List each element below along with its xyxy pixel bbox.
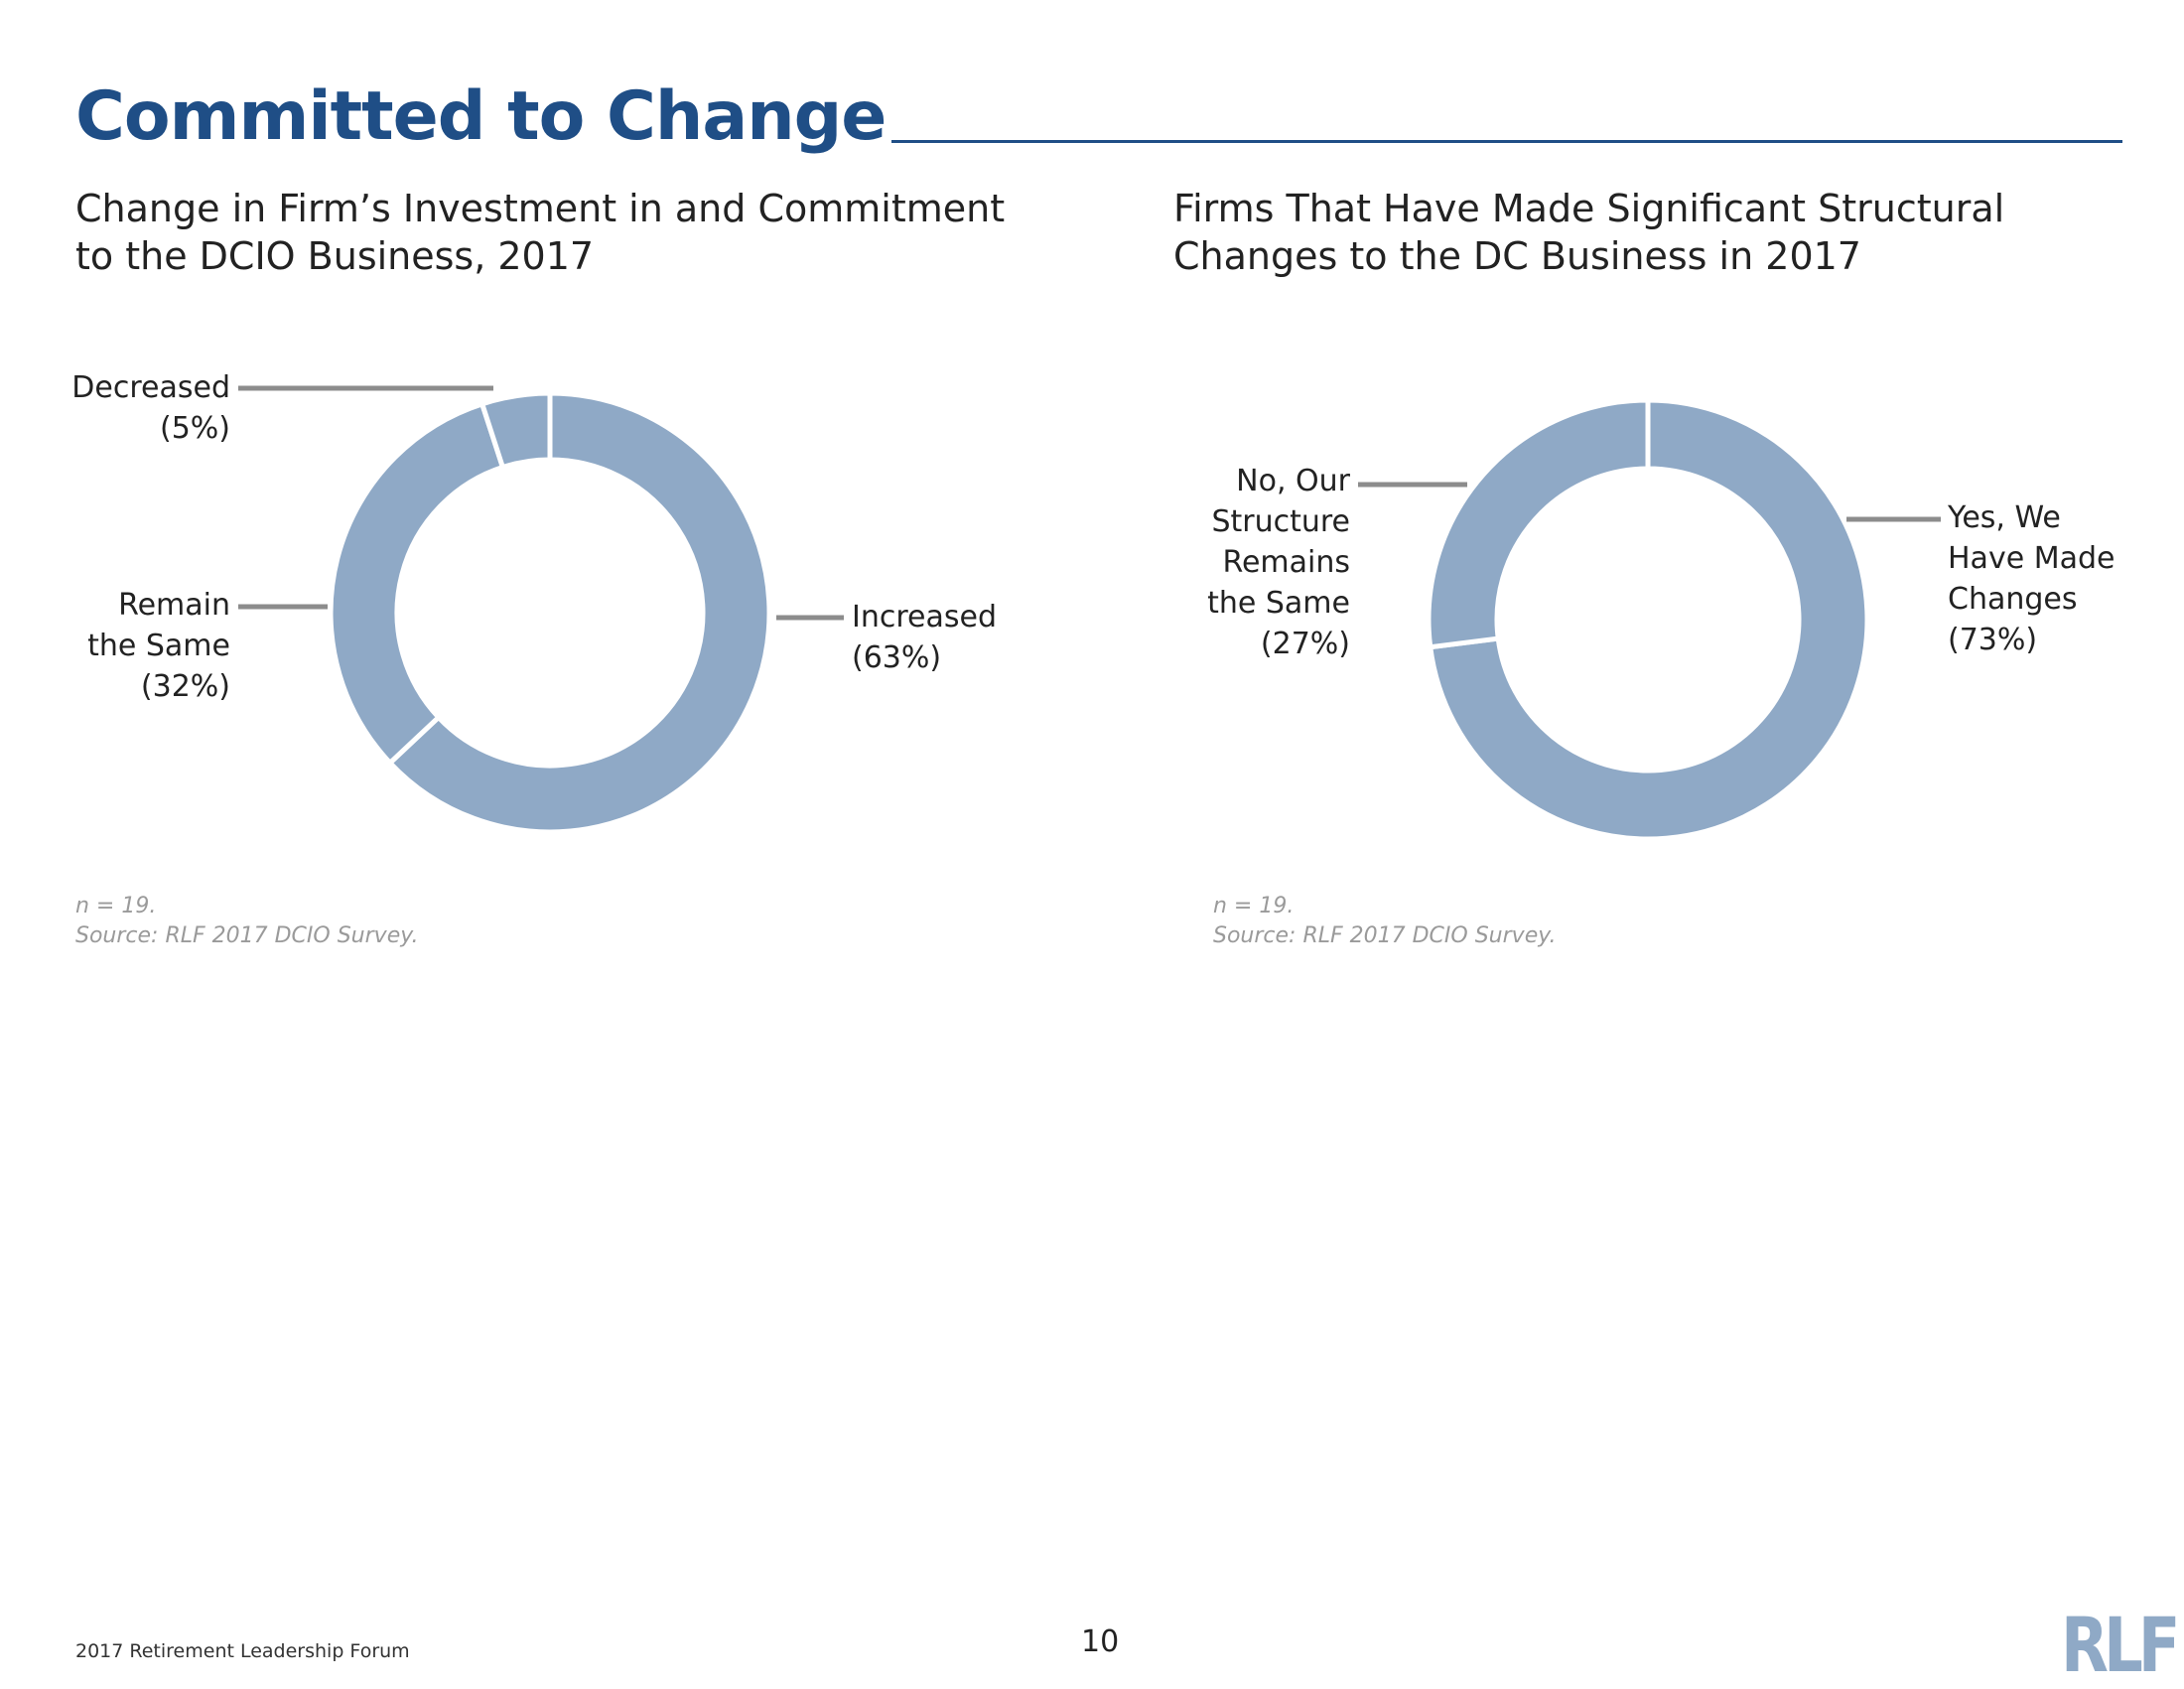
- chart-2-data-label-1: Yes, We Have Made Changes (73%): [1947, 500, 2115, 657]
- chart-1-slice-1: [386, 390, 772, 835]
- chart-1-data-label-1: Increased (63%): [852, 600, 997, 675]
- chart-1-sample-note: n = 19.: [75, 894, 157, 918]
- chart-1-slice-2: [328, 400, 506, 767]
- chart-1-data-label-2: Remain the Same (32%): [87, 588, 230, 704]
- chart-1-notes: n = 19. Source: RLF 2017 DCIO Survey.: [75, 892, 419, 951]
- chart-2-data-label-2: No, Our Structure Remains the Same (27%): [1207, 464, 1351, 661]
- page-title: Committed to Change: [75, 77, 892, 156]
- chart-2-title: Firms That Have Made Significant Structu…: [1173, 187, 2005, 278]
- page-title-row: Committed to Change: [75, 77, 2122, 157]
- chart-2-slice-2: [1426, 397, 1651, 650]
- chart-2-slice-1: [1427, 397, 1870, 842]
- footer-text: 2017 Retirement Leadership Forum: [75, 1640, 410, 1662]
- chart-1-source-note: Source: RLF 2017 DCIO Survey.: [75, 923, 419, 948]
- chart-1-slice-3: [478, 390, 553, 471]
- chart-1-title: Change in Firm’s Investment in and Commi…: [75, 187, 1006, 278]
- title-rule: [75, 140, 2122, 143]
- rlf-logo: RLF: [2061, 1601, 2180, 1689]
- chart-2-sample-note: n = 19.: [1213, 894, 1295, 918]
- chart-2-source-note: Source: RLF 2017 DCIO Survey.: [1213, 923, 1557, 948]
- chart-2-notes: n = 19. Source: RLF 2017 DCIO Survey.: [1213, 892, 1557, 951]
- page-number: 10: [1081, 1624, 1120, 1659]
- chart-1-data-label-3: Decreased (5%): [71, 370, 230, 446]
